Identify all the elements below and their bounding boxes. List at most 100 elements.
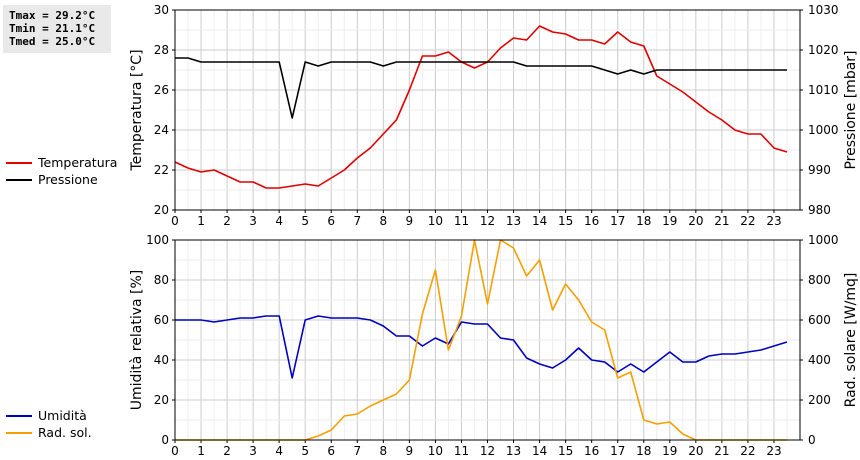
x-tick-label: 8 (380, 214, 388, 228)
legend-label-temperatura: Temperatura (38, 155, 118, 170)
x-tick-label: 5 (301, 444, 309, 458)
y-tick-label-left: 26 (154, 83, 169, 97)
y-tick-label-left: 28 (154, 43, 169, 57)
y-tick-label-left: 60 (154, 313, 169, 327)
x-tick-label: 0 (171, 214, 179, 228)
x-tick-label: 20 (688, 444, 703, 458)
y-tick-label-right: 980 (808, 203, 831, 217)
x-tick-label: 2 (223, 444, 231, 458)
x-tick-label: 19 (662, 214, 677, 228)
x-tick-label: 20 (688, 214, 703, 228)
x-tick-label: 1 (197, 214, 205, 228)
y-tick-label-left: 20 (154, 393, 169, 407)
x-tick-label: 3 (249, 214, 257, 228)
x-tick-label: 7 (353, 214, 361, 228)
plot-frame (174, 239, 801, 441)
stat-tmin: Tmin = 21.1°C (9, 22, 96, 35)
plot-frame (174, 9, 801, 211)
y-tick-label-left: 20 (154, 203, 169, 217)
x-tick-label: 9 (406, 444, 414, 458)
x-tick-label: 14 (532, 444, 547, 458)
x-tick-label: 1 (197, 444, 205, 458)
x-tick-label: 17 (610, 444, 625, 458)
stat-tmed: Tmed = 25.0°C (9, 35, 96, 48)
x-tick-label: 18 (636, 214, 651, 228)
x-tick-label: 18 (636, 444, 651, 458)
y-tick-label-right: 990 (808, 163, 831, 177)
x-tick-label: 12 (480, 444, 495, 458)
legend-top: Temperatura Pressione (6, 154, 117, 188)
legend-label-pressione: Pressione (38, 172, 98, 187)
x-tick-label: 11 (454, 214, 469, 228)
legend-item-pressione: Pressione (6, 171, 117, 188)
series-line-umidit (175, 315, 788, 379)
y-tick-label-left: 24 (154, 123, 169, 137)
x-tick-label: 14 (532, 214, 547, 228)
y-tick-label-right: 1010 (808, 83, 839, 97)
y-tick-label-right: 800 (808, 273, 831, 287)
x-tick-label: 6 (327, 444, 335, 458)
series-line-temperatura (174, 25, 788, 189)
legend-swatch-pressione (6, 179, 32, 181)
x-tick-label: 11 (454, 444, 469, 458)
x-tick-label: 16 (584, 444, 599, 458)
legend-bottom: Umidità Rad. sol. (6, 407, 92, 441)
x-tick-label: 5 (301, 214, 309, 228)
stat-tmax: Tmax = 29.2°C (9, 9, 96, 22)
x-tick-label: 6 (327, 214, 335, 228)
legend-label-rad-sol: Rad. sol. (38, 425, 92, 440)
x-tick-label: 0 (171, 444, 179, 458)
legend-swatch-umidita (6, 415, 32, 417)
x-tick-label: 22 (740, 214, 755, 228)
x-tick-label: 10 (428, 214, 443, 228)
y-tick-label-left: 0 (161, 433, 169, 447)
legend-label-umidita: Umidità (38, 408, 87, 423)
y-tick-label-left: 100 (146, 233, 169, 247)
chart-1: 0 1 2 3 4 5 6 7 8 9 10 11 12 13 14 15 16 17 18 19 20 21 22 2320… (129, 3, 859, 228)
x-tick-label: 9 (406, 214, 414, 228)
x-tick-label: 7 (353, 444, 361, 458)
y-tick-label-right: 1030 (808, 3, 839, 17)
x-tick-label: 21 (714, 444, 729, 458)
x-tick-label: 21 (714, 214, 729, 228)
y-tick-label-right: 1000 (808, 123, 839, 137)
x-tick-label: 13 (506, 214, 521, 228)
y-tick-label-right: 200 (808, 393, 831, 407)
x-tick-label: 4 (275, 444, 283, 458)
y-tick-label-right: 0 (808, 433, 816, 447)
x-tick-label: 19 (662, 444, 677, 458)
x-tick-label: 2 (223, 214, 231, 228)
x-tick-label: 16 (584, 214, 599, 228)
x-tick-label: 8 (380, 444, 388, 458)
series-line-pressione (175, 57, 787, 119)
x-tick-label: 12 (480, 214, 495, 228)
y-tick-label-left: 80 (154, 273, 169, 287)
legend-swatch-temperatura (6, 162, 32, 164)
y-tick-label-right: 600 (808, 313, 831, 327)
x-tick-label: 23 (766, 444, 781, 458)
y-tick-label-left: 30 (154, 3, 169, 17)
x-tick-label: 17 (610, 214, 625, 228)
y-axis-title-left: Umidità relativa [%] (129, 270, 145, 411)
x-tick-label: 15 (558, 214, 573, 228)
stats-box: Tmax = 29.2°C Tmin = 21.1°C Tmed = 25.0°… (3, 5, 111, 53)
legend-item-rad-sol: Rad. sol. (6, 424, 92, 441)
y-tick-label-left: 22 (154, 163, 169, 177)
chart-2: 0 1 2 3 4 5 6 7 8 9 10 11 12 13 14 15 16 17 18 19 20 21 22 2302… (129, 233, 859, 458)
y-tick-label-right: 1000 (808, 233, 839, 247)
x-tick-label: 15 (558, 444, 573, 458)
y-tick-label-right: 400 (808, 353, 831, 367)
y-tick-label-right: 1020 (808, 43, 839, 57)
x-tick-label: 23 (766, 214, 781, 228)
x-tick-label: 13 (506, 444, 521, 458)
legend-item-temperatura: Temperatura (6, 154, 117, 171)
y-axis-title-left: Temperatura [°C] (129, 49, 145, 171)
legend-item-umidita: Umidità (6, 407, 92, 424)
legend-swatch-rad-sol (6, 432, 32, 434)
x-tick-label: 4 (275, 214, 283, 228)
x-tick-label: 3 (249, 444, 257, 458)
x-tick-label: 10 (428, 444, 443, 458)
y-axis-title-right: Pressione [mbar] (843, 50, 859, 169)
x-tick-label: 22 (740, 444, 755, 458)
